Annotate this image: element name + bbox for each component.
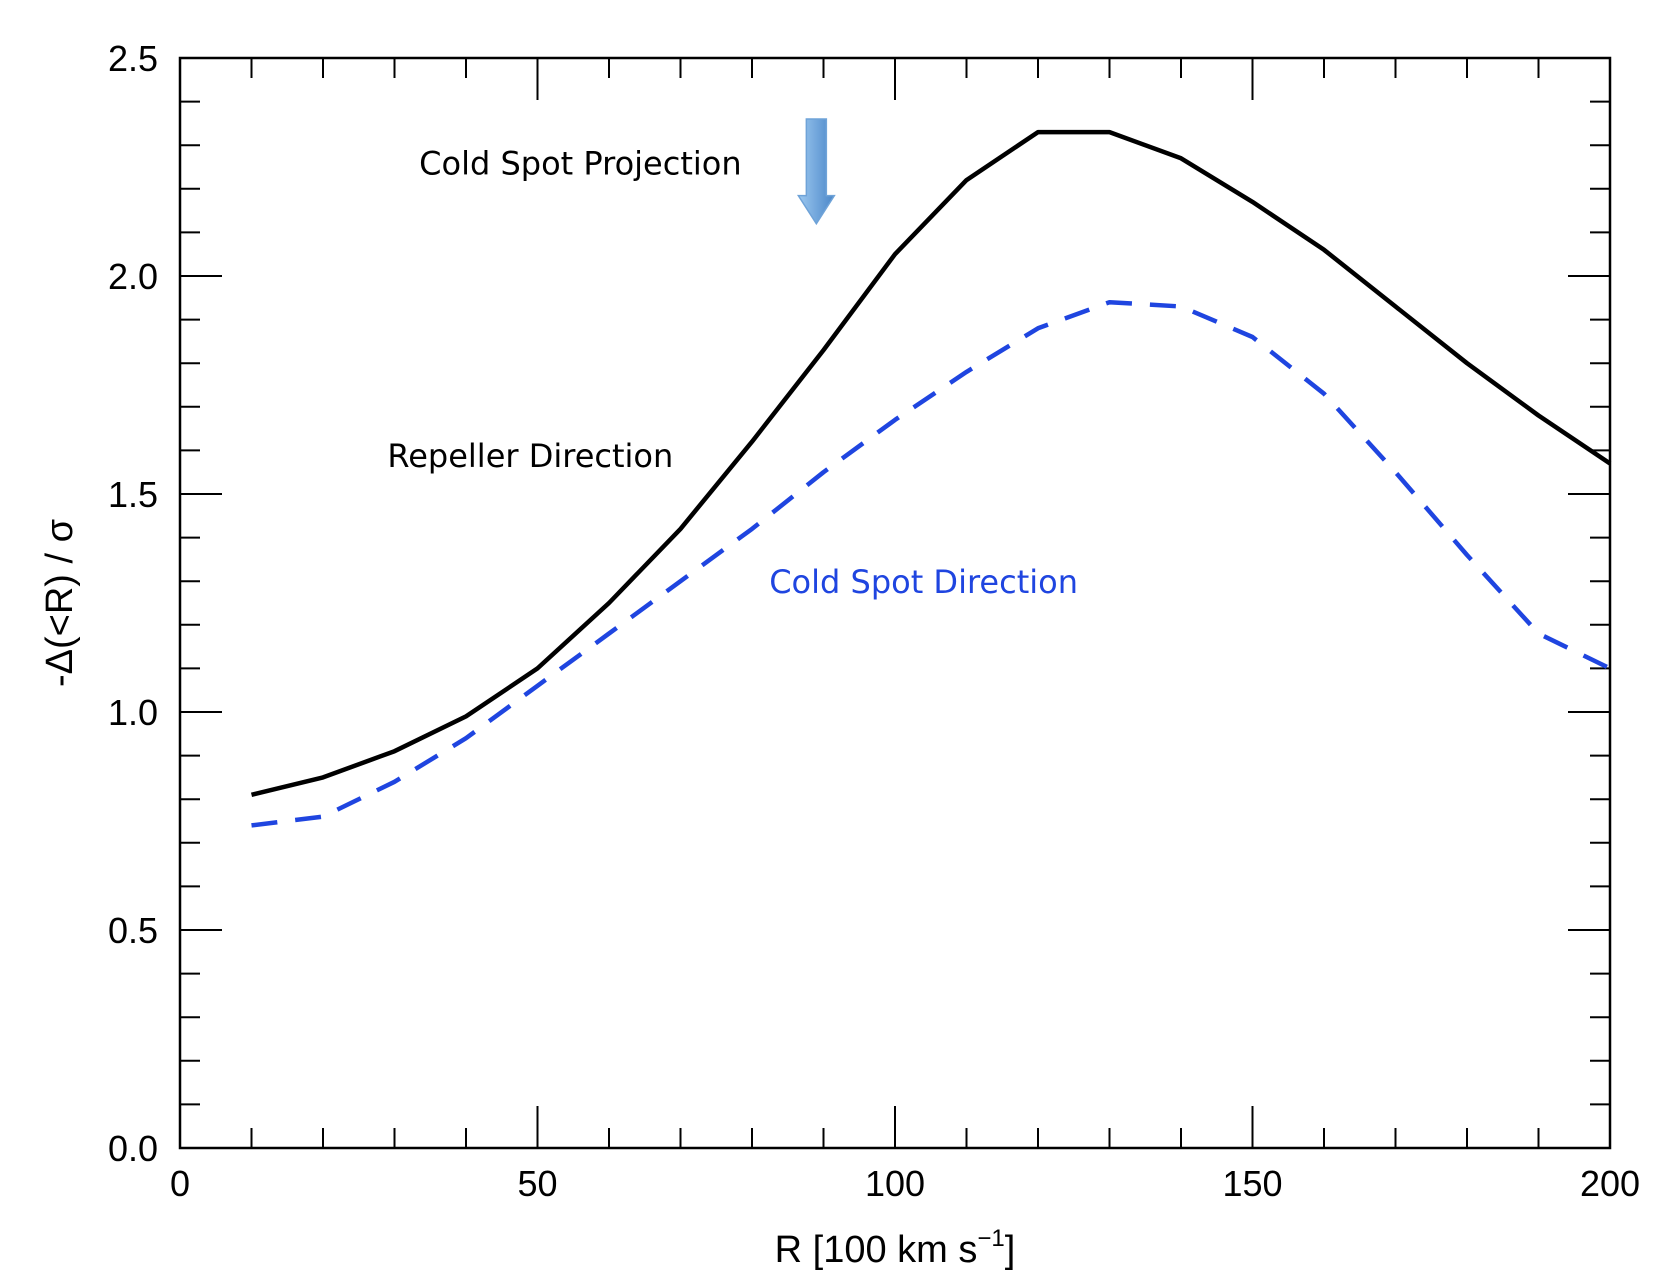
x-tick-labels: 0 50 100 150 200 bbox=[170, 1163, 1640, 1204]
cold-spot-direction-line bbox=[251, 299, 1611, 828]
y-tick-labels: 0.0 0.5 1.0 1.5 2.0 2.5 bbox=[108, 38, 158, 1169]
y-tick-label: 0.0 bbox=[108, 1128, 158, 1169]
x-tick-label: 100 bbox=[865, 1163, 925, 1204]
y-axis-title: -Δ(<R) / σ bbox=[39, 519, 81, 687]
x-tick-label: 150 bbox=[1222, 1163, 1282, 1204]
x-axis-title-superscript: −1 bbox=[977, 1225, 1004, 1252]
x-axis-title-main: R [100 km s bbox=[775, 1229, 978, 1271]
x-axis-title: R [100 km s−1] bbox=[775, 1225, 1016, 1271]
annotation-layer: Cold Spot Projection Repeller Direction Co… bbox=[387, 118, 1078, 601]
repeller-direction-label: Repeller Direction bbox=[387, 437, 673, 475]
x-tick-label: 50 bbox=[517, 1163, 557, 1204]
minor-ticks bbox=[180, 58, 1610, 1148]
x-tick-label: 200 bbox=[1580, 1163, 1640, 1204]
y-tick-label: 2.0 bbox=[108, 256, 158, 297]
series-layer bbox=[250, 129, 1612, 828]
cold-spot-projection-arrow-icon bbox=[796, 118, 836, 226]
cold-spot-projection-label: Cold Spot Projection bbox=[419, 145, 741, 183]
x-tick-label: 0 bbox=[170, 1163, 190, 1204]
y-tick-label: 1.5 bbox=[108, 474, 158, 515]
repeller-direction-line bbox=[250, 129, 1612, 797]
cold-spot-direction-label: Cold Spot Direction bbox=[769, 563, 1078, 601]
plot-frame bbox=[178, 56, 1612, 1150]
y-tick-label: 1.0 bbox=[108, 692, 158, 733]
y-tick-label: 2.5 bbox=[108, 38, 158, 79]
x-axis-title-suffix: ] bbox=[1005, 1229, 1016, 1271]
y-tick-label: 0.5 bbox=[108, 910, 158, 951]
